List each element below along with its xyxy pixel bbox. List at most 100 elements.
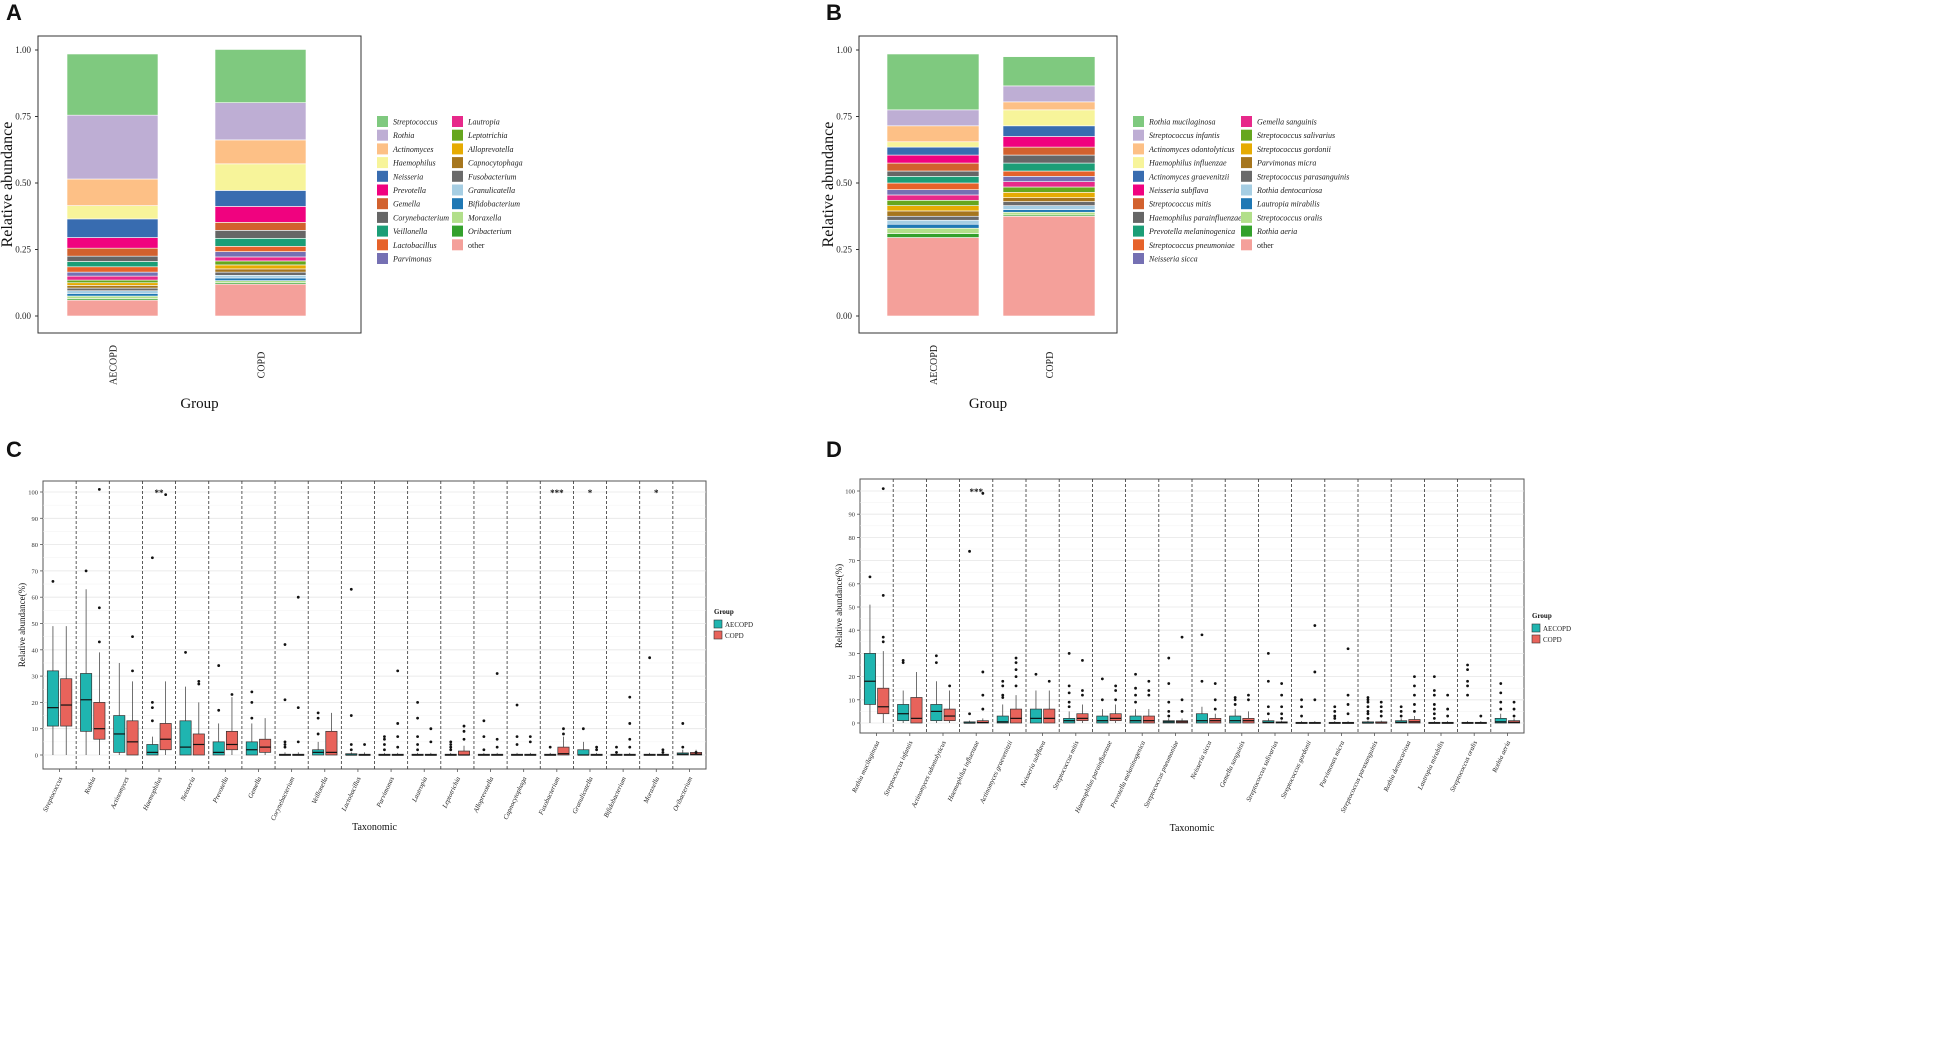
outlier-point	[97, 487, 101, 491]
outlier-point	[131, 669, 134, 673]
y-tick-label: 30	[849, 651, 856, 658]
outlier-point	[283, 740, 287, 744]
box-gemella-aecopd	[245, 741, 258, 756]
legend-swatch-copd	[713, 630, 723, 640]
y-tick-label: 0.25	[836, 245, 852, 255]
panel-letter-d: D	[826, 437, 842, 462]
outlier-point	[396, 745, 400, 749]
outlier-point	[1432, 712, 1436, 716]
legend-label-rothia-aeria: Rothia aeria	[1256, 227, 1297, 236]
box-rothia-mucilaginosa-aecopd	[863, 653, 876, 705]
y-tick-label: 0.25	[15, 245, 31, 255]
legend-label-fusobacterium: Fusobacterium	[467, 172, 517, 181]
outlier-point	[429, 740, 433, 744]
y-tick-label: 0.75	[15, 112, 31, 122]
outlier-point	[1379, 714, 1383, 718]
x-tick-label: AECOPD	[109, 345, 120, 385]
legend-label-rothia: Rothia	[392, 131, 414, 140]
outlier-point	[1266, 652, 1270, 655]
outlier-point	[881, 487, 885, 491]
bar-segment-other-aecopd	[66, 299, 159, 317]
legend-label-leptotrichia: Leptotrichia	[467, 131, 508, 140]
legend-swatch-haemophilus-parainfluenzae	[1133, 211, 1144, 223]
x-axis-title: Taxonomic	[1170, 823, 1215, 834]
outlier-point	[1466, 684, 1469, 688]
y-tick-label: 90	[849, 512, 856, 519]
outlier-point	[681, 722, 685, 725]
outlier-point	[1512, 707, 1516, 711]
outlier-point	[1333, 705, 1337, 709]
outlier-point	[283, 643, 287, 646]
outlier-point	[1081, 658, 1084, 662]
outlier-point	[1067, 684, 1071, 688]
outlier-point	[1379, 705, 1383, 709]
outlier-point	[1233, 696, 1237, 699]
outlier-point	[1280, 716, 1284, 720]
outlier-point	[1081, 689, 1084, 692]
bar-segment-veillonella-aecopd	[66, 261, 159, 268]
outlier-point	[1134, 700, 1137, 704]
bar-segment-corynebacterium-aecopd	[66, 255, 159, 262]
outlier-point	[1014, 675, 1018, 678]
outlier-point	[462, 729, 466, 733]
outlier-point	[416, 716, 419, 720]
outlier-point	[1432, 689, 1436, 692]
x-tick-label: Streptococcus gordonii	[1280, 740, 1313, 800]
outlier-point	[416, 743, 419, 746]
outlier-point	[981, 693, 985, 697]
outlier-point	[515, 743, 519, 746]
outlier-point	[1180, 710, 1184, 713]
bar-segment-prevotella-melaninogenica-copd	[1002, 162, 1096, 172]
box-rothia-mucilaginosa-copd	[877, 687, 890, 715]
legend-label-aecopd: AECOPD	[725, 621, 753, 629]
outlier-point	[1167, 714, 1171, 718]
bar-segment-capnocytophaga-aecopd	[66, 285, 159, 289]
outlier-point	[296, 706, 300, 710]
bar-segment-haemophilus-parainfluenzae-copd	[1002, 154, 1096, 164]
y-axis-title: Relative abundance	[820, 122, 837, 248]
outlier-point	[1413, 684, 1416, 688]
outlier-point	[1266, 679, 1270, 683]
outlier-point	[1313, 698, 1317, 702]
y-tick-label: 80	[849, 535, 856, 542]
bar-segment-gemella-sanguinis-copd	[1002, 181, 1096, 188]
plot-frame-c	[42, 480, 707, 770]
legend-swatch-aecopd	[1531, 623, 1541, 633]
outlier-point	[1213, 698, 1217, 702]
legend-swatch-parvimonas	[377, 253, 388, 264]
outlier-point	[396, 669, 400, 673]
outlier-point	[1147, 693, 1151, 697]
outlier-point	[1379, 710, 1383, 713]
outlier-point	[1014, 684, 1018, 688]
outlier-point	[1014, 661, 1018, 665]
bar-segment-leptotrichia-copd	[214, 260, 307, 266]
x-tick-label: Rothia mucilaginosa	[851, 739, 882, 795]
y-tick-label: 20	[849, 674, 856, 681]
legend-swatch-prevotella-melaninogenica	[1133, 225, 1144, 237]
outlier-point	[1399, 705, 1403, 709]
box-streptococcus-copd	[60, 678, 73, 727]
outlier-point	[1413, 703, 1416, 706]
outlier-point	[595, 745, 599, 749]
outlier-point	[562, 727, 565, 731]
outlier-point	[881, 594, 885, 597]
y-tick-label: 30	[32, 674, 39, 681]
x-tick-label: Rothia	[83, 775, 98, 796]
outlier-point	[1001, 679, 1005, 683]
x-tick-label: Capnocytophaga	[503, 775, 529, 821]
x-tick-label: Veillonella	[311, 775, 330, 805]
legend-label-copd: COPD	[1543, 636, 1562, 644]
y-tick-label: 100	[845, 489, 855, 496]
y-tick-label: 0.50	[836, 178, 852, 188]
box-rothia-copd	[93, 702, 106, 740]
bar-segment-streptococcus-pneumoniae-copd	[1002, 170, 1096, 177]
outlier-point	[595, 748, 599, 752]
box-actinomyces-odontolyticus-aecopd	[930, 704, 943, 722]
outlier-point	[383, 735, 386, 738]
outlier-point	[349, 587, 353, 591]
outlier-point	[349, 748, 353, 752]
box-actinomyces-graevenitzii-copd	[1010, 708, 1023, 724]
x-axis-title: Group	[180, 396, 218, 412]
outlier-point	[1266, 705, 1270, 709]
outlier-point	[449, 743, 453, 746]
